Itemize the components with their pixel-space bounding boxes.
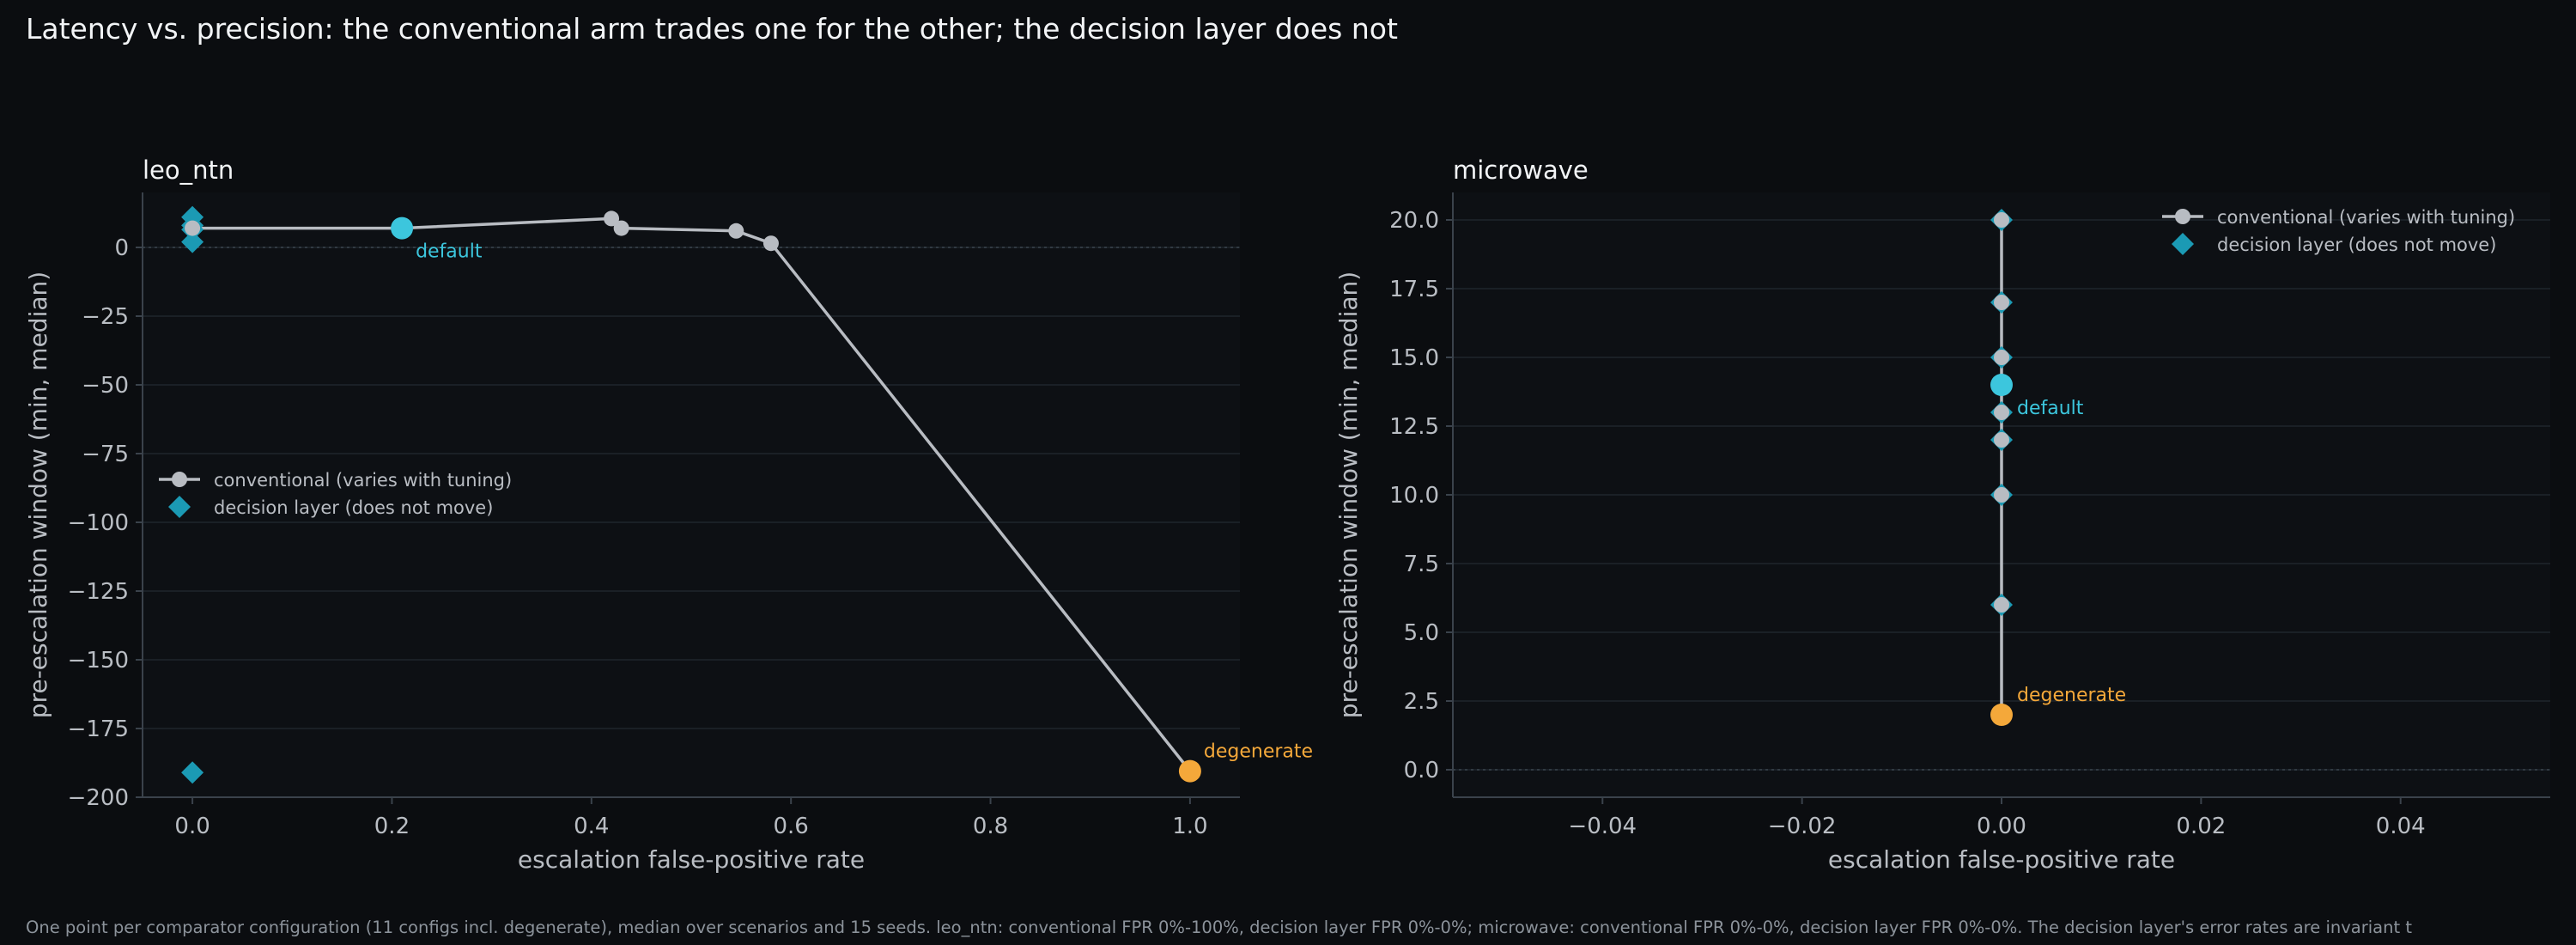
x-tick-label: 1.0 — [1172, 814, 1207, 839]
x-axis-label: escalation false-positive rate — [518, 845, 865, 874]
y-tick-label: 15.0 — [1389, 345, 1439, 371]
y-tick-label: 0 — [114, 235, 129, 261]
legend-conventional-marker — [2175, 209, 2190, 224]
default-label: default — [416, 241, 483, 263]
default-point — [1990, 374, 2013, 396]
y-tick-label: 5.0 — [1404, 620, 1439, 646]
y-tick-label: 17.5 — [1389, 277, 1439, 302]
y-tick-label: 0.0 — [1404, 758, 1439, 783]
y-tick-label: −150 — [68, 648, 129, 674]
legend-conventional-label: conventional (varies with tuning) — [2217, 207, 2515, 228]
x-tick-label: 0.0 — [174, 814, 210, 839]
conventional-point — [728, 223, 744, 239]
default-point — [391, 216, 414, 240]
legend-decision-layer-label: decision layer (does not move) — [2217, 235, 2496, 255]
y-tick-label: 12.5 — [1389, 414, 1439, 440]
figure-title: Latency vs. precision: the conventional … — [26, 12, 1398, 46]
conventional-point — [1994, 212, 2009, 228]
x-tick-label: −0.02 — [1768, 814, 1837, 839]
legend-decision-layer-marker — [2172, 233, 2194, 255]
x-tick-label: 0.4 — [574, 814, 609, 839]
x-tick-label: 0.8 — [973, 814, 1008, 839]
y-tick-label: −25 — [82, 304, 129, 330]
degenerate-point — [1178, 759, 1201, 783]
x-tick-label: 0.00 — [1977, 814, 2026, 839]
y-tick-label: −200 — [68, 785, 129, 811]
legend-conventional-label: conventional (varies with tuning) — [214, 470, 512, 491]
x-tick-label: 0.04 — [2376, 814, 2426, 839]
legend-decision-layer-label: decision layer (does not move) — [214, 497, 493, 518]
x-axis-label: escalation false-positive rate — [1828, 845, 2175, 874]
y-tick-label: 20.0 — [1389, 208, 1439, 234]
conventional-point — [604, 210, 620, 227]
x-tick-label: 0.2 — [374, 814, 410, 839]
degenerate-label: degenerate — [1204, 741, 1313, 763]
x-tick-label: −0.04 — [1568, 814, 1637, 839]
conventional-point — [185, 220, 201, 236]
conventional-point — [613, 220, 629, 236]
conventional-point — [1994, 350, 2009, 365]
conventional-point — [762, 235, 779, 252]
default-label: default — [2017, 398, 2084, 419]
y-axis-label: pre-escalation window (min, median) — [24, 271, 52, 718]
x-tick-label: 0.02 — [2176, 814, 2226, 839]
y-tick-label: −175 — [68, 716, 129, 742]
conventional-point — [1994, 432, 2009, 448]
degenerate-point — [1990, 704, 2013, 726]
conventional-point — [1994, 295, 2009, 310]
plot-area — [143, 192, 1240, 797]
y-tick-label: 2.5 — [1404, 689, 1439, 715]
y-tick-label: 7.5 — [1404, 552, 1439, 577]
decision-layer-point — [181, 230, 204, 253]
conventional-point — [1994, 597, 2009, 613]
y-tick-label: −75 — [82, 442, 129, 467]
y-tick-label: 10.0 — [1389, 483, 1439, 509]
decision-layer-point — [181, 761, 204, 784]
degenerate-label: degenerate — [2017, 685, 2126, 706]
conventional-point — [1994, 487, 2009, 503]
y-tick-label: −50 — [82, 373, 129, 399]
y-tick-label: −125 — [68, 579, 129, 605]
footnote: One point per comparator configuration (… — [26, 918, 2412, 937]
legend-decision-layer-marker — [168, 496, 191, 518]
y-axis-label: pre-escalation window (min, median) — [1334, 271, 1363, 718]
legend-conventional-marker — [172, 472, 187, 487]
panel-title: microwave — [1453, 155, 1589, 185]
y-tick-label: −100 — [68, 510, 129, 536]
x-tick-label: 0.6 — [774, 814, 809, 839]
conventional-point — [1994, 405, 2009, 420]
panel-title: leo_ntn — [143, 155, 234, 185]
